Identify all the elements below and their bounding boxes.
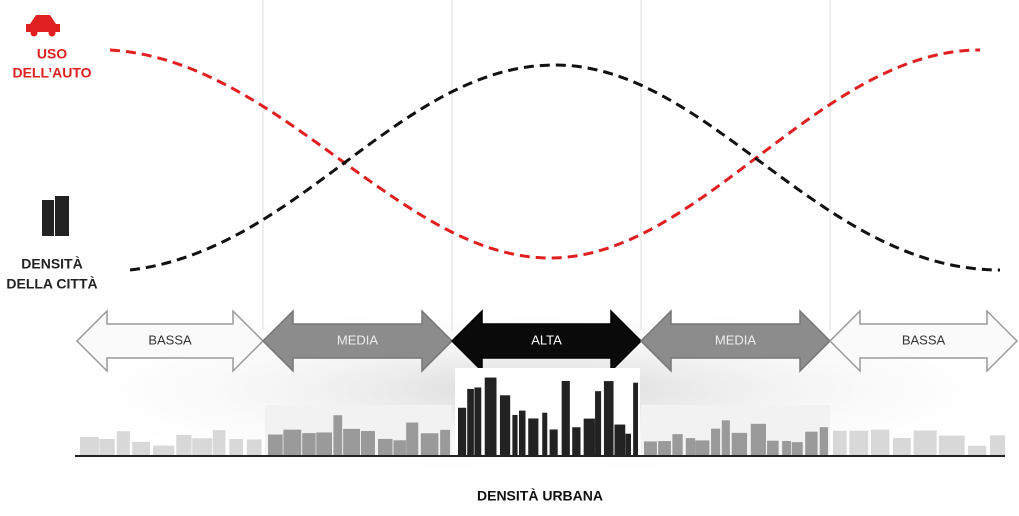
building [420,433,439,455]
building [849,430,869,455]
building [731,432,748,455]
building [819,427,828,455]
building [229,439,244,455]
zone-label: MEDIA [337,332,379,347]
building [458,407,467,455]
building [767,440,779,455]
building [603,381,614,455]
building [750,423,766,455]
density-label: DELLA CITTÀ [6,276,97,292]
building [711,428,721,455]
car-icon [26,15,60,37]
building [512,414,518,455]
building [549,429,558,455]
building [333,415,343,455]
building [467,388,474,455]
building [805,431,818,455]
building [583,418,595,455]
building [268,434,283,455]
building [499,395,511,455]
building [542,412,548,455]
zone-label: BASSA [902,332,946,347]
building [833,430,847,455]
building [685,438,696,455]
zone-arrow [828,309,1019,373]
car-use-curve [109,48,981,260]
building [658,441,671,455]
building [644,441,657,455]
building [518,410,526,455]
building [316,432,333,455]
building [80,436,99,455]
axis-title: DENSITÀ URBANA [477,488,603,504]
building [990,435,1005,455]
building [967,445,987,455]
density-label: DENSITÀ [21,256,82,272]
zone-label: ALTA [531,332,562,347]
building [132,441,150,455]
building [721,420,730,455]
building [393,440,406,455]
building [440,429,450,455]
density-curve [129,63,1001,272]
building [672,434,683,455]
building [625,433,631,455]
building [938,435,965,455]
building [343,428,360,455]
zone-label: MEDIA [715,332,757,347]
car-use-label: DELL’AUTO [12,65,91,81]
building [782,440,791,455]
building [176,434,192,455]
building [892,438,911,455]
building [360,430,375,455]
car-use-label: USO [37,46,67,62]
building [614,424,626,455]
building [378,438,393,455]
building [791,442,803,455]
building [192,438,213,455]
zone-label: BASSA [148,332,192,347]
building [212,430,226,455]
building [561,380,570,455]
building [871,429,890,455]
building [484,377,497,455]
building [633,382,638,455]
building [246,439,262,455]
building [283,429,302,455]
building [528,418,539,455]
building [474,387,482,455]
building [595,391,602,455]
building [406,422,419,455]
zone-dividers [262,0,831,330]
building [572,427,581,455]
building [302,433,316,455]
building [116,431,130,455]
building [695,440,710,455]
building [153,445,175,455]
building-icon [42,196,69,236]
building [913,430,937,455]
building [99,439,115,455]
